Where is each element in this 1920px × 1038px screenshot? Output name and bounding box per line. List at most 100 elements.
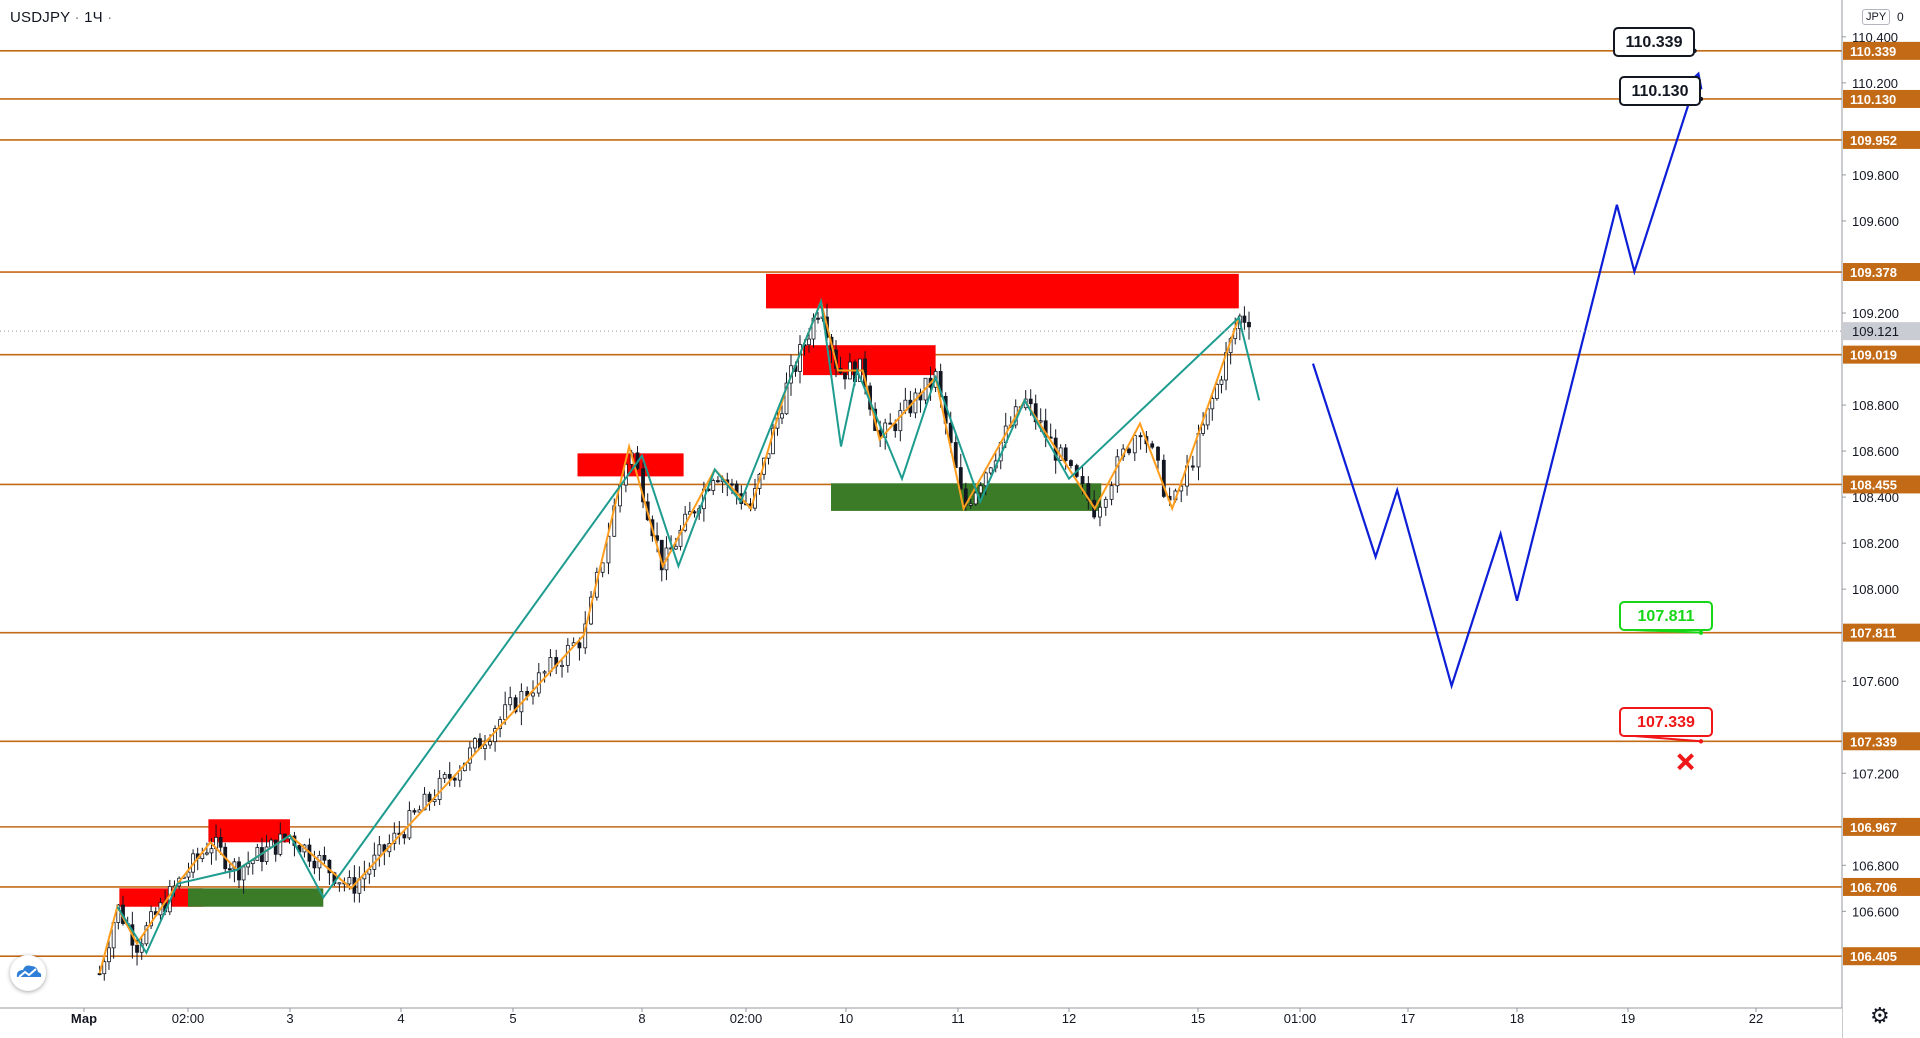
gear-icon[interactable]: ⚙ xyxy=(1870,1004,1890,1029)
current-price-label: 109.121 xyxy=(1852,324,1899,339)
candle-up xyxy=(983,472,988,487)
level-price-tag[interactable] xyxy=(1843,263,1920,282)
candle-down xyxy=(816,317,820,320)
header-separator: · xyxy=(74,9,80,26)
candle-down xyxy=(237,861,241,881)
y-tick-label: 108.800 xyxy=(1852,398,1899,413)
callout-label: 107.339 xyxy=(1637,714,1695,731)
level-price-tag[interactable] xyxy=(1843,947,1920,966)
candle-up xyxy=(102,961,107,975)
candle-up xyxy=(1201,424,1205,434)
candle-up xyxy=(560,664,564,667)
x-tick-label: 4 xyxy=(397,1011,404,1026)
candle-up xyxy=(209,848,214,854)
y-tick-label: 106.800 xyxy=(1852,858,1899,873)
tradingview-logo-icon[interactable] xyxy=(10,955,46,991)
candle-down xyxy=(1063,447,1068,461)
level-price-tag[interactable] xyxy=(1843,89,1920,108)
candle-up xyxy=(1103,498,1108,508)
supply-zone[interactable] xyxy=(766,273,1239,309)
candle-up xyxy=(542,671,547,674)
price-scale-bg[interactable] xyxy=(1842,0,1920,1038)
y-tick-label: 110.400 xyxy=(1852,30,1898,45)
level-price-label: 106.405 xyxy=(1850,949,1897,964)
candle-up xyxy=(186,871,191,878)
x-tick-label: 02:00 xyxy=(730,1011,763,1026)
candle-down xyxy=(218,836,223,848)
candle-down xyxy=(513,697,518,713)
y-tick-label: 109.200 xyxy=(1852,306,1899,321)
y-tick-label: 109.800 xyxy=(1852,168,1899,183)
candle-up xyxy=(913,392,918,414)
interval-label: 1Ч xyxy=(84,9,103,26)
y-tick-label: 107.200 xyxy=(1852,766,1899,781)
x-tick-label: 19 xyxy=(1621,1011,1635,1026)
candle-up xyxy=(1109,485,1114,500)
x-tick-label: 02:00 xyxy=(172,1011,205,1026)
candle-up xyxy=(978,485,983,494)
level-price-label: 109.952 xyxy=(1850,133,1897,148)
forecast-path[interactable] xyxy=(1311,73,1700,690)
candle-up xyxy=(437,777,442,800)
callout-box[interactable] xyxy=(1619,601,1713,631)
candle-down xyxy=(447,774,452,779)
supply-zone[interactable] xyxy=(208,819,290,843)
level-price-tag[interactable] xyxy=(1843,41,1920,60)
time-axis-bg[interactable] xyxy=(0,1008,1842,1038)
y-tick-label: 108.600 xyxy=(1852,444,1899,459)
candle-down xyxy=(227,868,232,871)
callouts-layer: 110.339 110.130 107.811 107.339 xyxy=(1613,27,1713,771)
level-price-tag[interactable] xyxy=(1843,877,1920,896)
callout-box[interactable] xyxy=(1613,27,1695,57)
candle-down xyxy=(135,944,139,953)
zigzag-up-line[interactable] xyxy=(98,298,1240,974)
x-tick-label: 01:00 xyxy=(1284,1011,1317,1026)
supply-zone[interactable] xyxy=(577,453,684,477)
candle-down xyxy=(412,810,417,813)
callout-box[interactable] xyxy=(1619,707,1713,737)
candle-up xyxy=(347,877,352,885)
candle-up xyxy=(780,413,784,419)
candle-up xyxy=(241,866,246,881)
current-price-tag[interactable] xyxy=(1843,322,1920,341)
currency-badge[interactable]: JPY xyxy=(1862,9,1891,25)
candle-up xyxy=(264,846,269,863)
candle-up xyxy=(784,382,789,415)
candle-down xyxy=(577,642,582,649)
scale-mode-label[interactable]: 0 xyxy=(1897,10,1904,24)
candle-down xyxy=(1190,465,1195,468)
candle-down xyxy=(312,860,317,869)
supply-zone[interactable] xyxy=(803,345,936,376)
demand-zone[interactable] xyxy=(188,888,324,907)
candle-up xyxy=(600,562,605,573)
candle-up xyxy=(432,799,437,803)
level-price-tag[interactable] xyxy=(1843,623,1920,642)
level-price-tag[interactable] xyxy=(1843,130,1920,149)
supply-zone[interactable] xyxy=(119,888,204,907)
candle-down xyxy=(1138,435,1143,438)
callout-label: 107.811 xyxy=(1638,608,1695,625)
zigzag-down-line[interactable] xyxy=(116,297,1261,955)
level-price-tag[interactable] xyxy=(1843,732,1920,751)
candle-down xyxy=(1069,460,1073,467)
level-price-label: 107.339 xyxy=(1850,734,1897,749)
candle-down xyxy=(1127,448,1131,454)
level-price-tag[interactable] xyxy=(1843,817,1920,836)
level-price-label: 108.455 xyxy=(1850,477,1897,492)
level-price-tag[interactable] xyxy=(1843,475,1920,494)
candle-up xyxy=(488,741,492,746)
symbol-header[interactable]: USDJPY · 1Ч · xyxy=(10,9,112,26)
x-tick-label: 22 xyxy=(1749,1011,1763,1026)
level-price-tag[interactable] xyxy=(1843,345,1920,364)
callout-box[interactable] xyxy=(1619,76,1701,106)
candle-up xyxy=(255,847,260,861)
forecast-layer xyxy=(1311,71,1703,690)
callout-anchor xyxy=(1698,630,1704,635)
candle-down xyxy=(322,855,327,861)
y-tick-label: 107.600 xyxy=(1852,674,1899,689)
candle-up xyxy=(508,697,513,706)
candle-down xyxy=(716,480,720,483)
candle-up xyxy=(711,480,716,491)
